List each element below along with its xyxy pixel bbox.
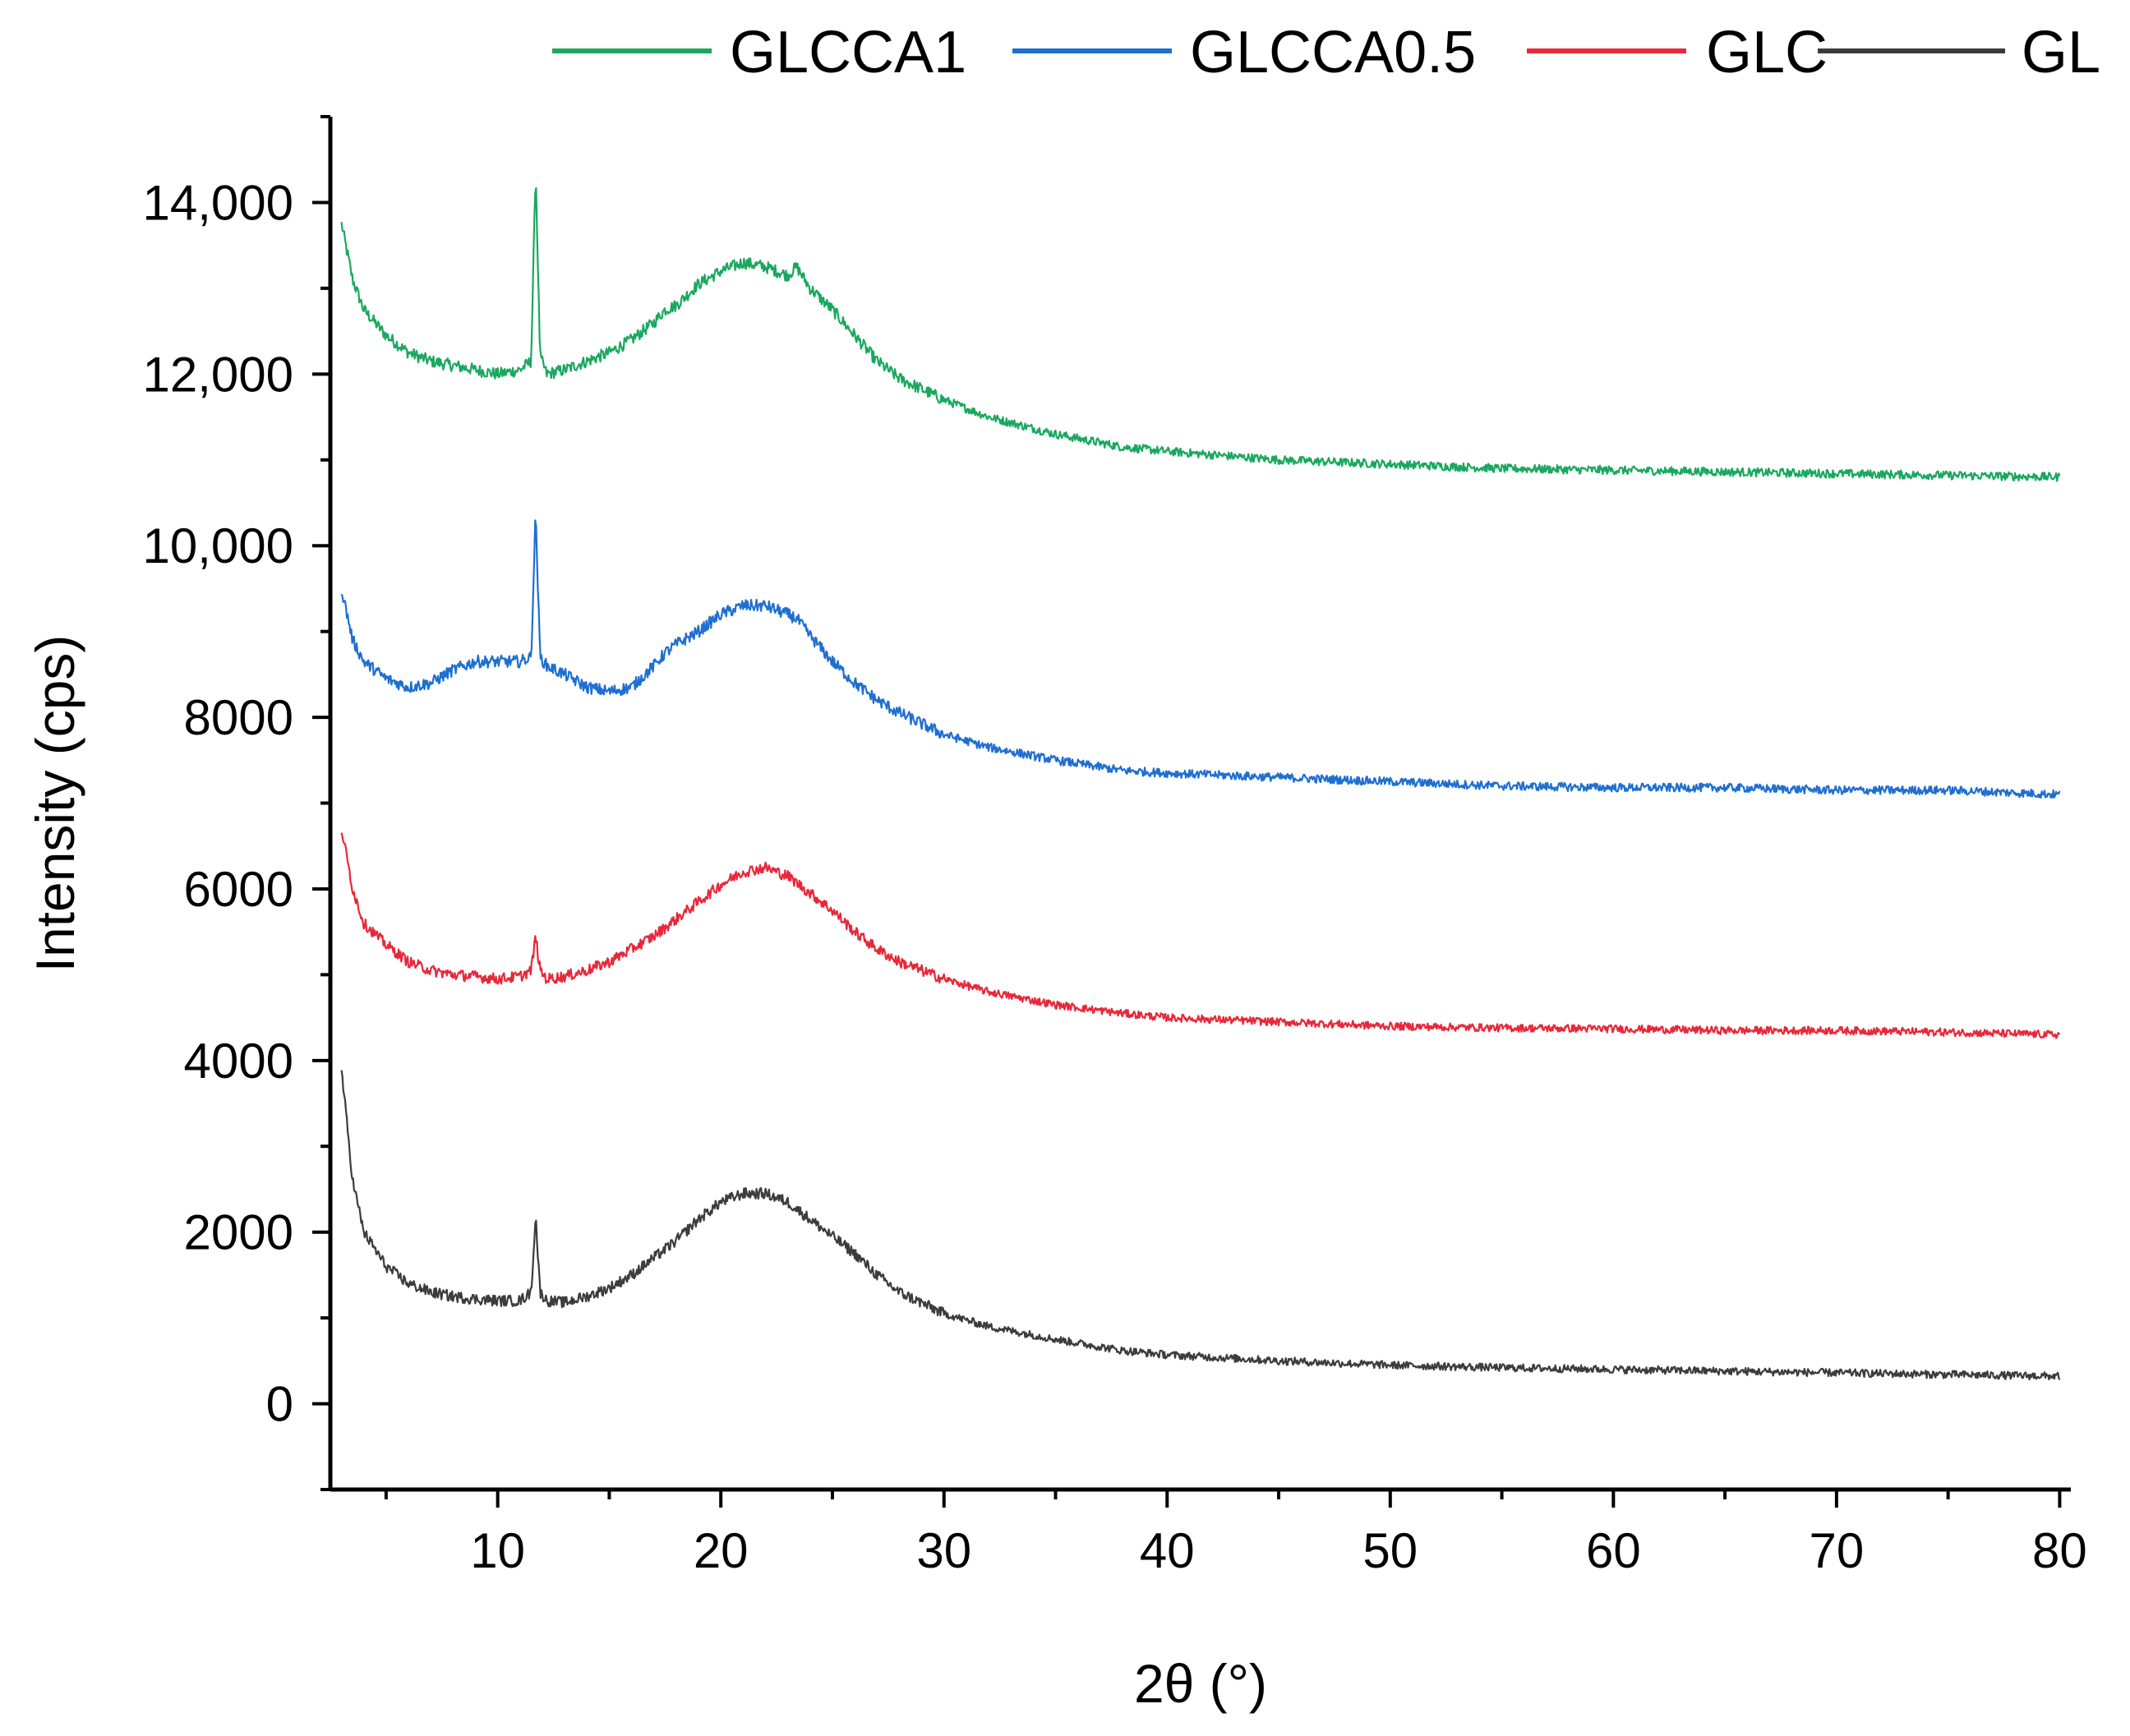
y-tick-label-6000: 6000 bbox=[184, 862, 293, 917]
x-tick-label-30: 30 bbox=[916, 1523, 971, 1578]
series-line-glcca1 bbox=[340, 186, 2061, 482]
series-line-glc bbox=[340, 832, 2061, 1039]
y-tick-label-4000: 4000 bbox=[184, 1034, 293, 1089]
y-tick-label-14000: 14,000 bbox=[142, 175, 293, 230]
x-tick-label-10: 10 bbox=[470, 1523, 525, 1578]
x-axis-ticks: 10 20 30 40 50 60 70 80 bbox=[384, 1490, 2087, 1578]
y-tick-label-8000: 8000 bbox=[184, 690, 293, 745]
x-tick-label-50: 50 bbox=[1362, 1523, 1418, 1578]
y-axis-title: Intensity (cps) bbox=[25, 635, 85, 973]
legend-label-glcca1: GLCCA1 bbox=[730, 20, 966, 85]
series-line-gl bbox=[340, 1070, 2061, 1381]
legend-label-glcca0-5: GLCCA0.5 bbox=[1190, 20, 1476, 85]
x-tick-label-70: 70 bbox=[1810, 1523, 1865, 1578]
y-axis-ticks: 0 2000 4000 6000 8000 10,000 12,000 14,000 bbox=[142, 115, 330, 1491]
series-line-glcca0-5 bbox=[340, 519, 2061, 799]
legend-label-gl: GL bbox=[2022, 20, 2100, 85]
x-tick-label-40: 40 bbox=[1140, 1523, 1195, 1578]
x-axis-title: 2θ (°) bbox=[1134, 1653, 1267, 1714]
y-tick-label-10000: 10,000 bbox=[142, 518, 293, 573]
y-tick-label-12000: 12,000 bbox=[142, 347, 293, 402]
x-tick-label-20: 20 bbox=[694, 1523, 749, 1578]
y-tick-label-2000: 2000 bbox=[184, 1205, 293, 1260]
x-tick-label-80: 80 bbox=[2032, 1523, 2087, 1578]
y-tick-label-0: 0 bbox=[266, 1377, 293, 1432]
axes bbox=[328, 117, 2071, 1492]
legend: GLCCA1 GLCCA0.5 GLC GL bbox=[552, 20, 2100, 85]
x-tick-label-60: 60 bbox=[1586, 1523, 1641, 1578]
series-layer bbox=[340, 186, 2061, 1381]
legend-label-glc: GLC bbox=[1706, 20, 1828, 85]
